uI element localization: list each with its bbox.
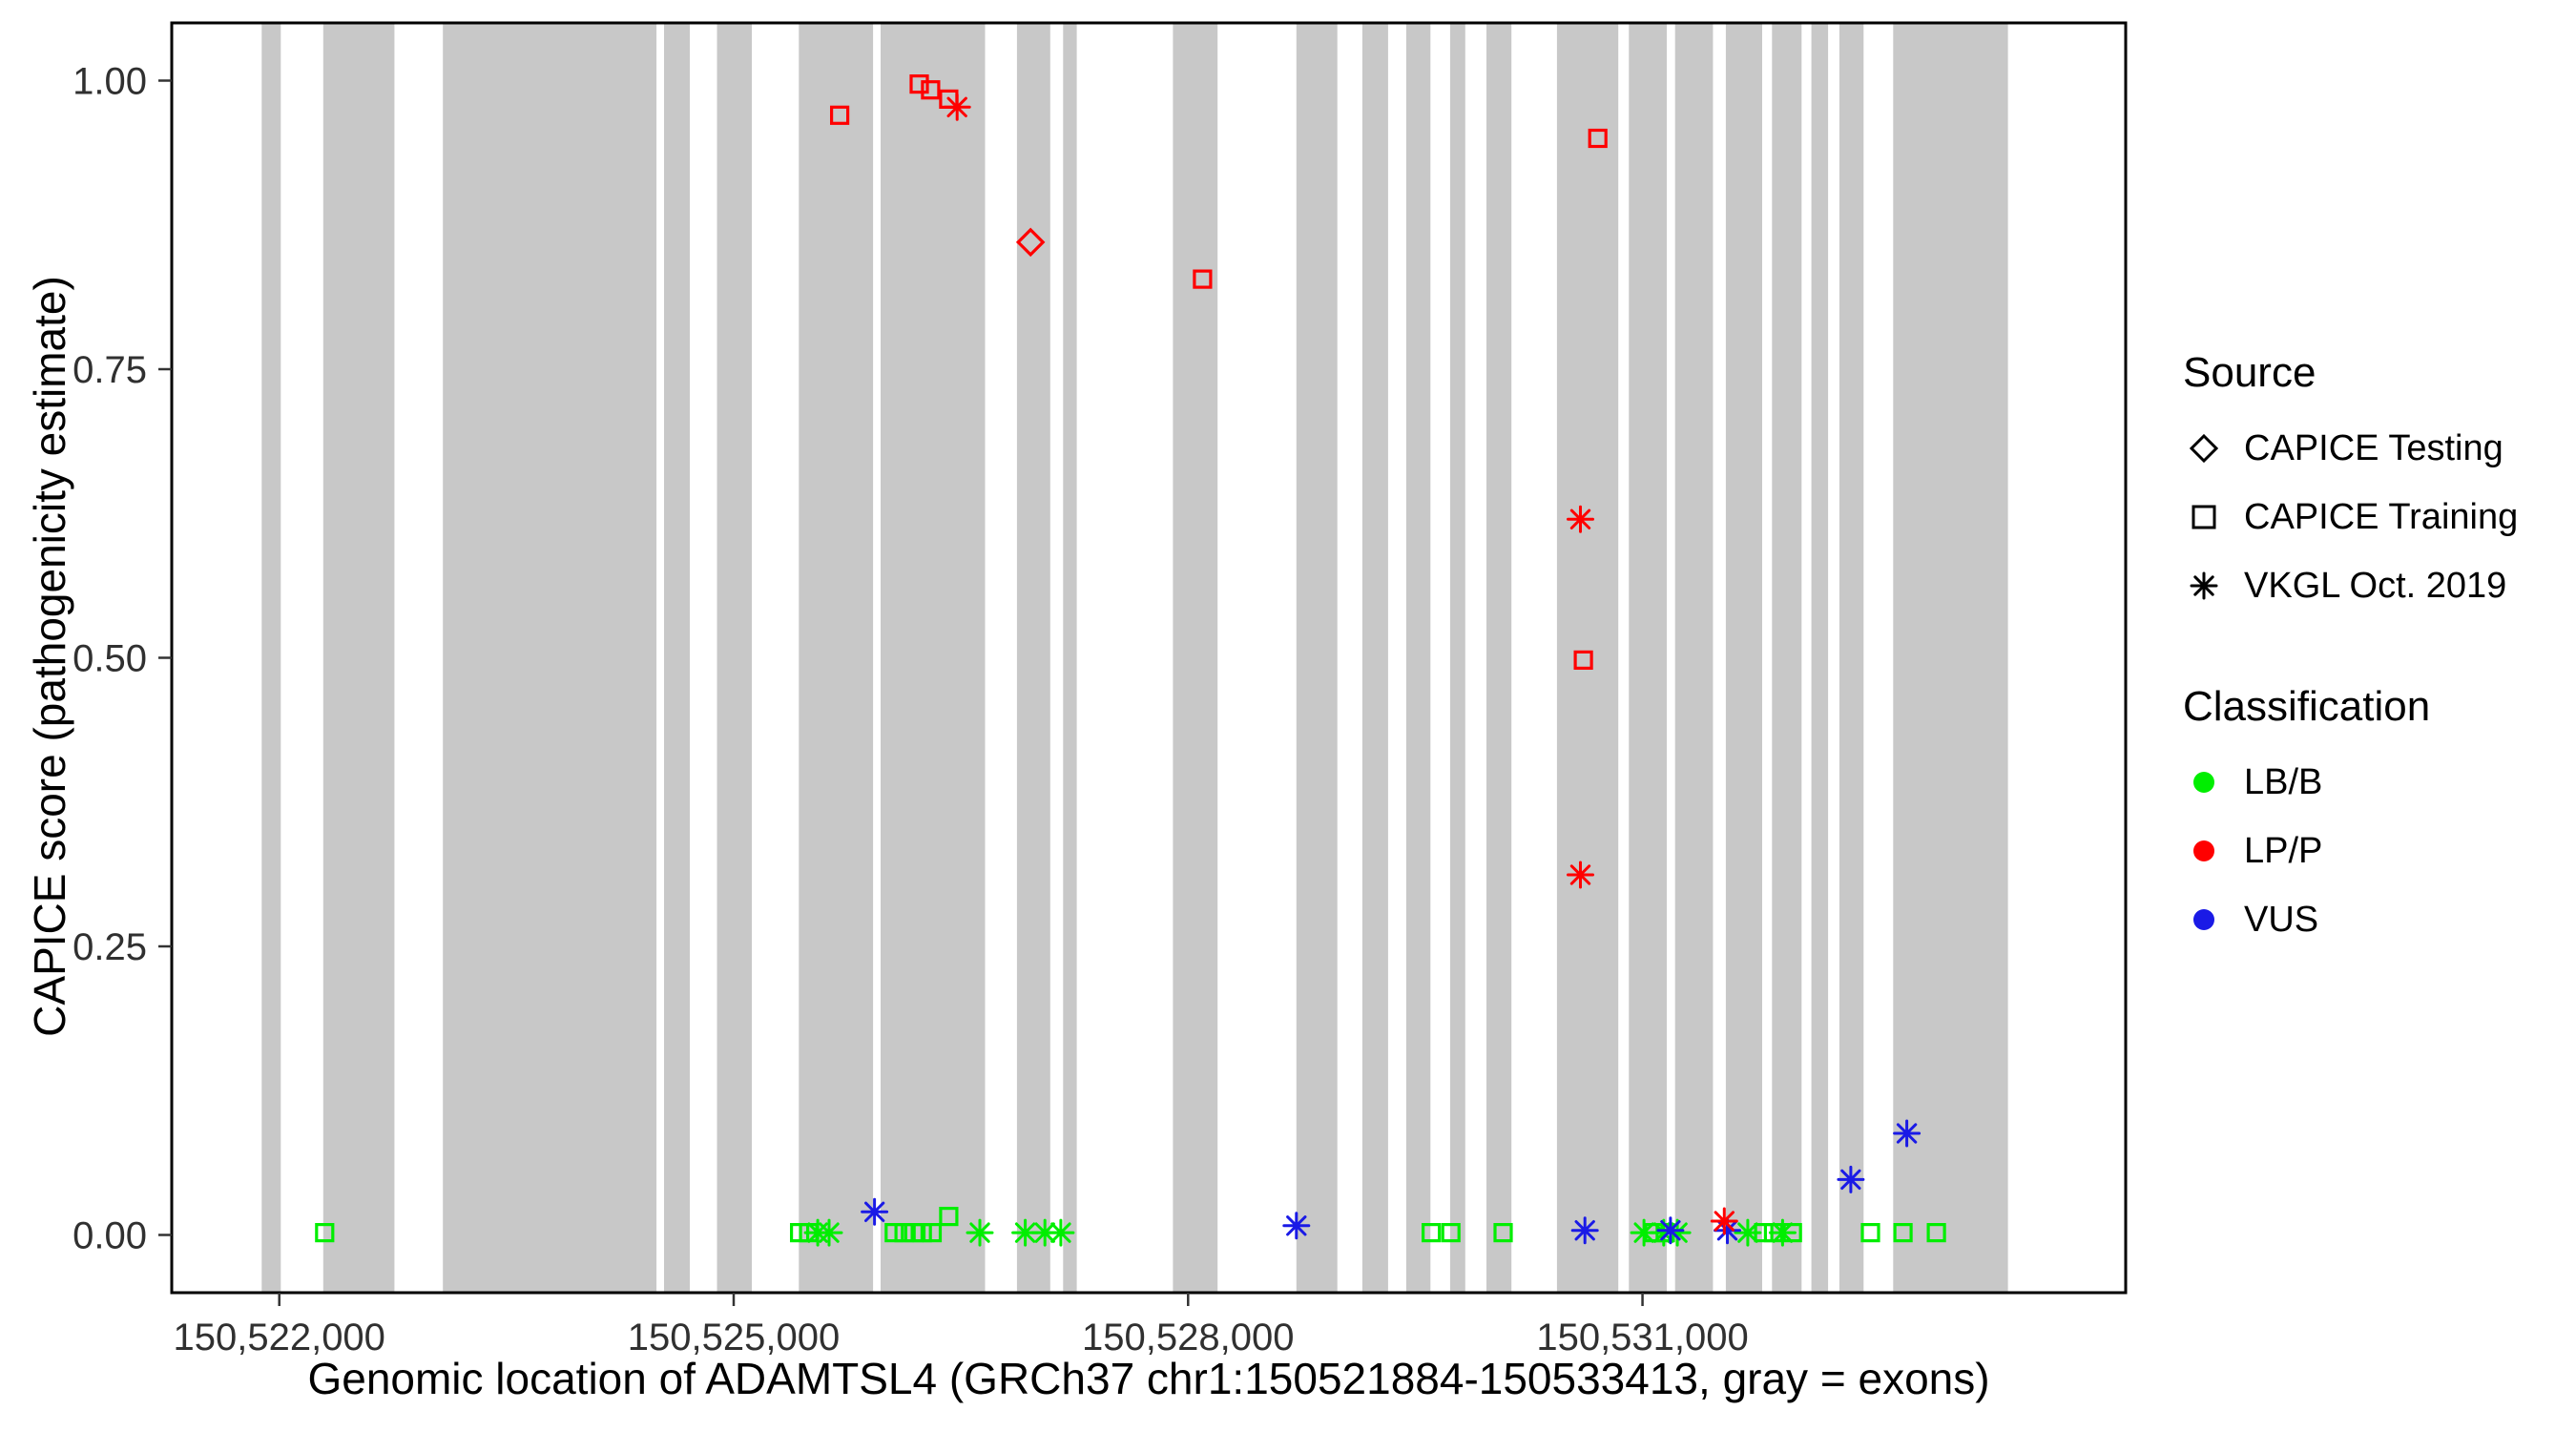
point-training-square	[1421, 1222, 1442, 1243]
exon-band	[1674, 23, 1714, 1293]
point-training-square	[1860, 1222, 1880, 1243]
point-vkgl-asterisk	[966, 1218, 994, 1247]
y-tick-label: 0.25	[73, 926, 147, 968]
point-vkgl-asterisk	[1710, 1207, 1738, 1235]
legend-title-classification: Classification	[2183, 683, 2431, 730]
legend-item-label: LB/B	[2244, 761, 2323, 802]
point-training-square	[1193, 269, 1213, 289]
exon-band	[1893, 23, 2008, 1293]
point-training-square	[1893, 1222, 1913, 1243]
y-tick-label: 0.50	[73, 638, 147, 680]
legend-item-label: LP/P	[2244, 830, 2323, 871]
point-vkgl-asterisk	[1656, 1216, 1685, 1245]
point-vkgl-asterisk	[861, 1197, 889, 1226]
exon-band	[799, 23, 874, 1293]
legend-item-label: CAPICE Training	[2244, 496, 2519, 537]
exon-band	[322, 23, 395, 1293]
legend-item-label: VKGL Oct. 2019	[2244, 565, 2507, 606]
point-vkgl-asterisk	[1282, 1212, 1311, 1240]
asterisk-icon	[2190, 571, 2218, 600]
legend-item-vkgl: VKGL Oct. 2019	[2183, 551, 2518, 620]
point-training-square	[894, 1222, 914, 1243]
point-training-square	[1493, 1222, 1513, 1243]
legend-item-label: CAPICE Testing	[2244, 427, 2503, 468]
point-training-square	[1588, 128, 1608, 149]
point-training-square	[884, 1222, 904, 1243]
y-axis-title: CAPICE score (pathogenicity estimate)	[25, 276, 74, 1037]
diamond-icon	[2189, 433, 2219, 464]
exon-band	[1725, 23, 1762, 1293]
dot-icon-vus	[2193, 909, 2214, 930]
x-axis-title: Genomic location of ADAMTSL4 (GRCh37 chr…	[307, 1354, 1990, 1403]
point-vkgl-asterisk	[815, 1218, 843, 1247]
x-tick-label: 150,525,000	[628, 1317, 840, 1358]
legend-item-lbb: LB/B	[2183, 748, 2518, 817]
point-training-square	[829, 105, 850, 125]
legend-title-source: Source	[2183, 349, 2316, 396]
x-tick-label: 150,522,000	[173, 1317, 384, 1358]
point-vkgl-asterisk	[1047, 1218, 1075, 1247]
point-training-square	[921, 80, 941, 100]
exon-band	[1449, 23, 1465, 1293]
legend-item-vus: VUS	[2183, 885, 2518, 954]
point-vkgl-asterisk	[1893, 1119, 1922, 1148]
legend-item-label: VUS	[2244, 899, 2319, 940]
point-vkgl-asterisk	[1768, 1218, 1797, 1247]
point-training-square	[909, 73, 929, 94]
point-testing-diamond	[1015, 227, 1046, 258]
exon-band	[1629, 23, 1667, 1293]
dot-icon-lbb	[2193, 772, 2214, 793]
point-training-square	[922, 1222, 943, 1243]
exon-band	[1361, 23, 1388, 1293]
y-tick-label: 1.00	[73, 61, 147, 103]
point-training-square	[939, 1206, 959, 1227]
point-vkgl-asterisk	[1567, 861, 1594, 889]
exon-band	[1016, 23, 1050, 1293]
point-vkgl-asterisk	[1734, 1218, 1762, 1247]
exon-band	[664, 23, 690, 1293]
point-training-square	[1441, 1222, 1461, 1243]
exon-band	[1839, 23, 1864, 1293]
point-vkgl-asterisk	[1837, 1165, 1865, 1193]
point-training-square	[912, 1222, 932, 1243]
x-tick-label: 150,531,000	[1536, 1317, 1748, 1358]
legend-item-capice-testing: CAPICE Testing	[2183, 414, 2518, 483]
legend-item-capice-training: CAPICE Training	[2183, 483, 2518, 551]
y-tick-label: 0.75	[73, 349, 147, 391]
legend: Source CAPICE Testing CAPICE Training VK…	[2183, 349, 2518, 954]
square-icon	[2192, 505, 2216, 529]
exon-band	[261, 23, 281, 1293]
x-tick-label: 150,528,000	[1082, 1317, 1294, 1358]
exon-band	[1296, 23, 1338, 1293]
exon-band	[881, 23, 986, 1293]
legend-group-source: Source CAPICE Testing CAPICE Training VK…	[2183, 349, 2518, 620]
legend-item-lpp: LP/P	[2183, 817, 2518, 885]
legend-group-classification: Classification LB/B LP/P VUS	[2183, 683, 2518, 954]
point-training-square	[1573, 650, 1593, 671]
dot-icon-lpp	[2193, 840, 2214, 861]
point-training-square	[1926, 1222, 1946, 1243]
point-vkgl-asterisk	[1570, 1216, 1599, 1245]
point-vkgl-asterisk	[1567, 505, 1594, 533]
exon-band	[1772, 23, 1802, 1293]
exon-band	[1811, 23, 1829, 1293]
point-training-square	[1782, 1222, 1802, 1243]
exon-band	[1486, 23, 1512, 1293]
exon-band	[443, 23, 657, 1293]
exon-band	[1063, 23, 1077, 1293]
exon-band	[1556, 23, 1619, 1293]
point-training-square	[315, 1222, 335, 1243]
exon-band	[1173, 23, 1218, 1293]
exon-band	[717, 23, 752, 1293]
point-vkgl-asterisk	[943, 93, 971, 121]
y-tick-label: 0.00	[73, 1215, 147, 1257]
exon-band	[1405, 23, 1431, 1293]
